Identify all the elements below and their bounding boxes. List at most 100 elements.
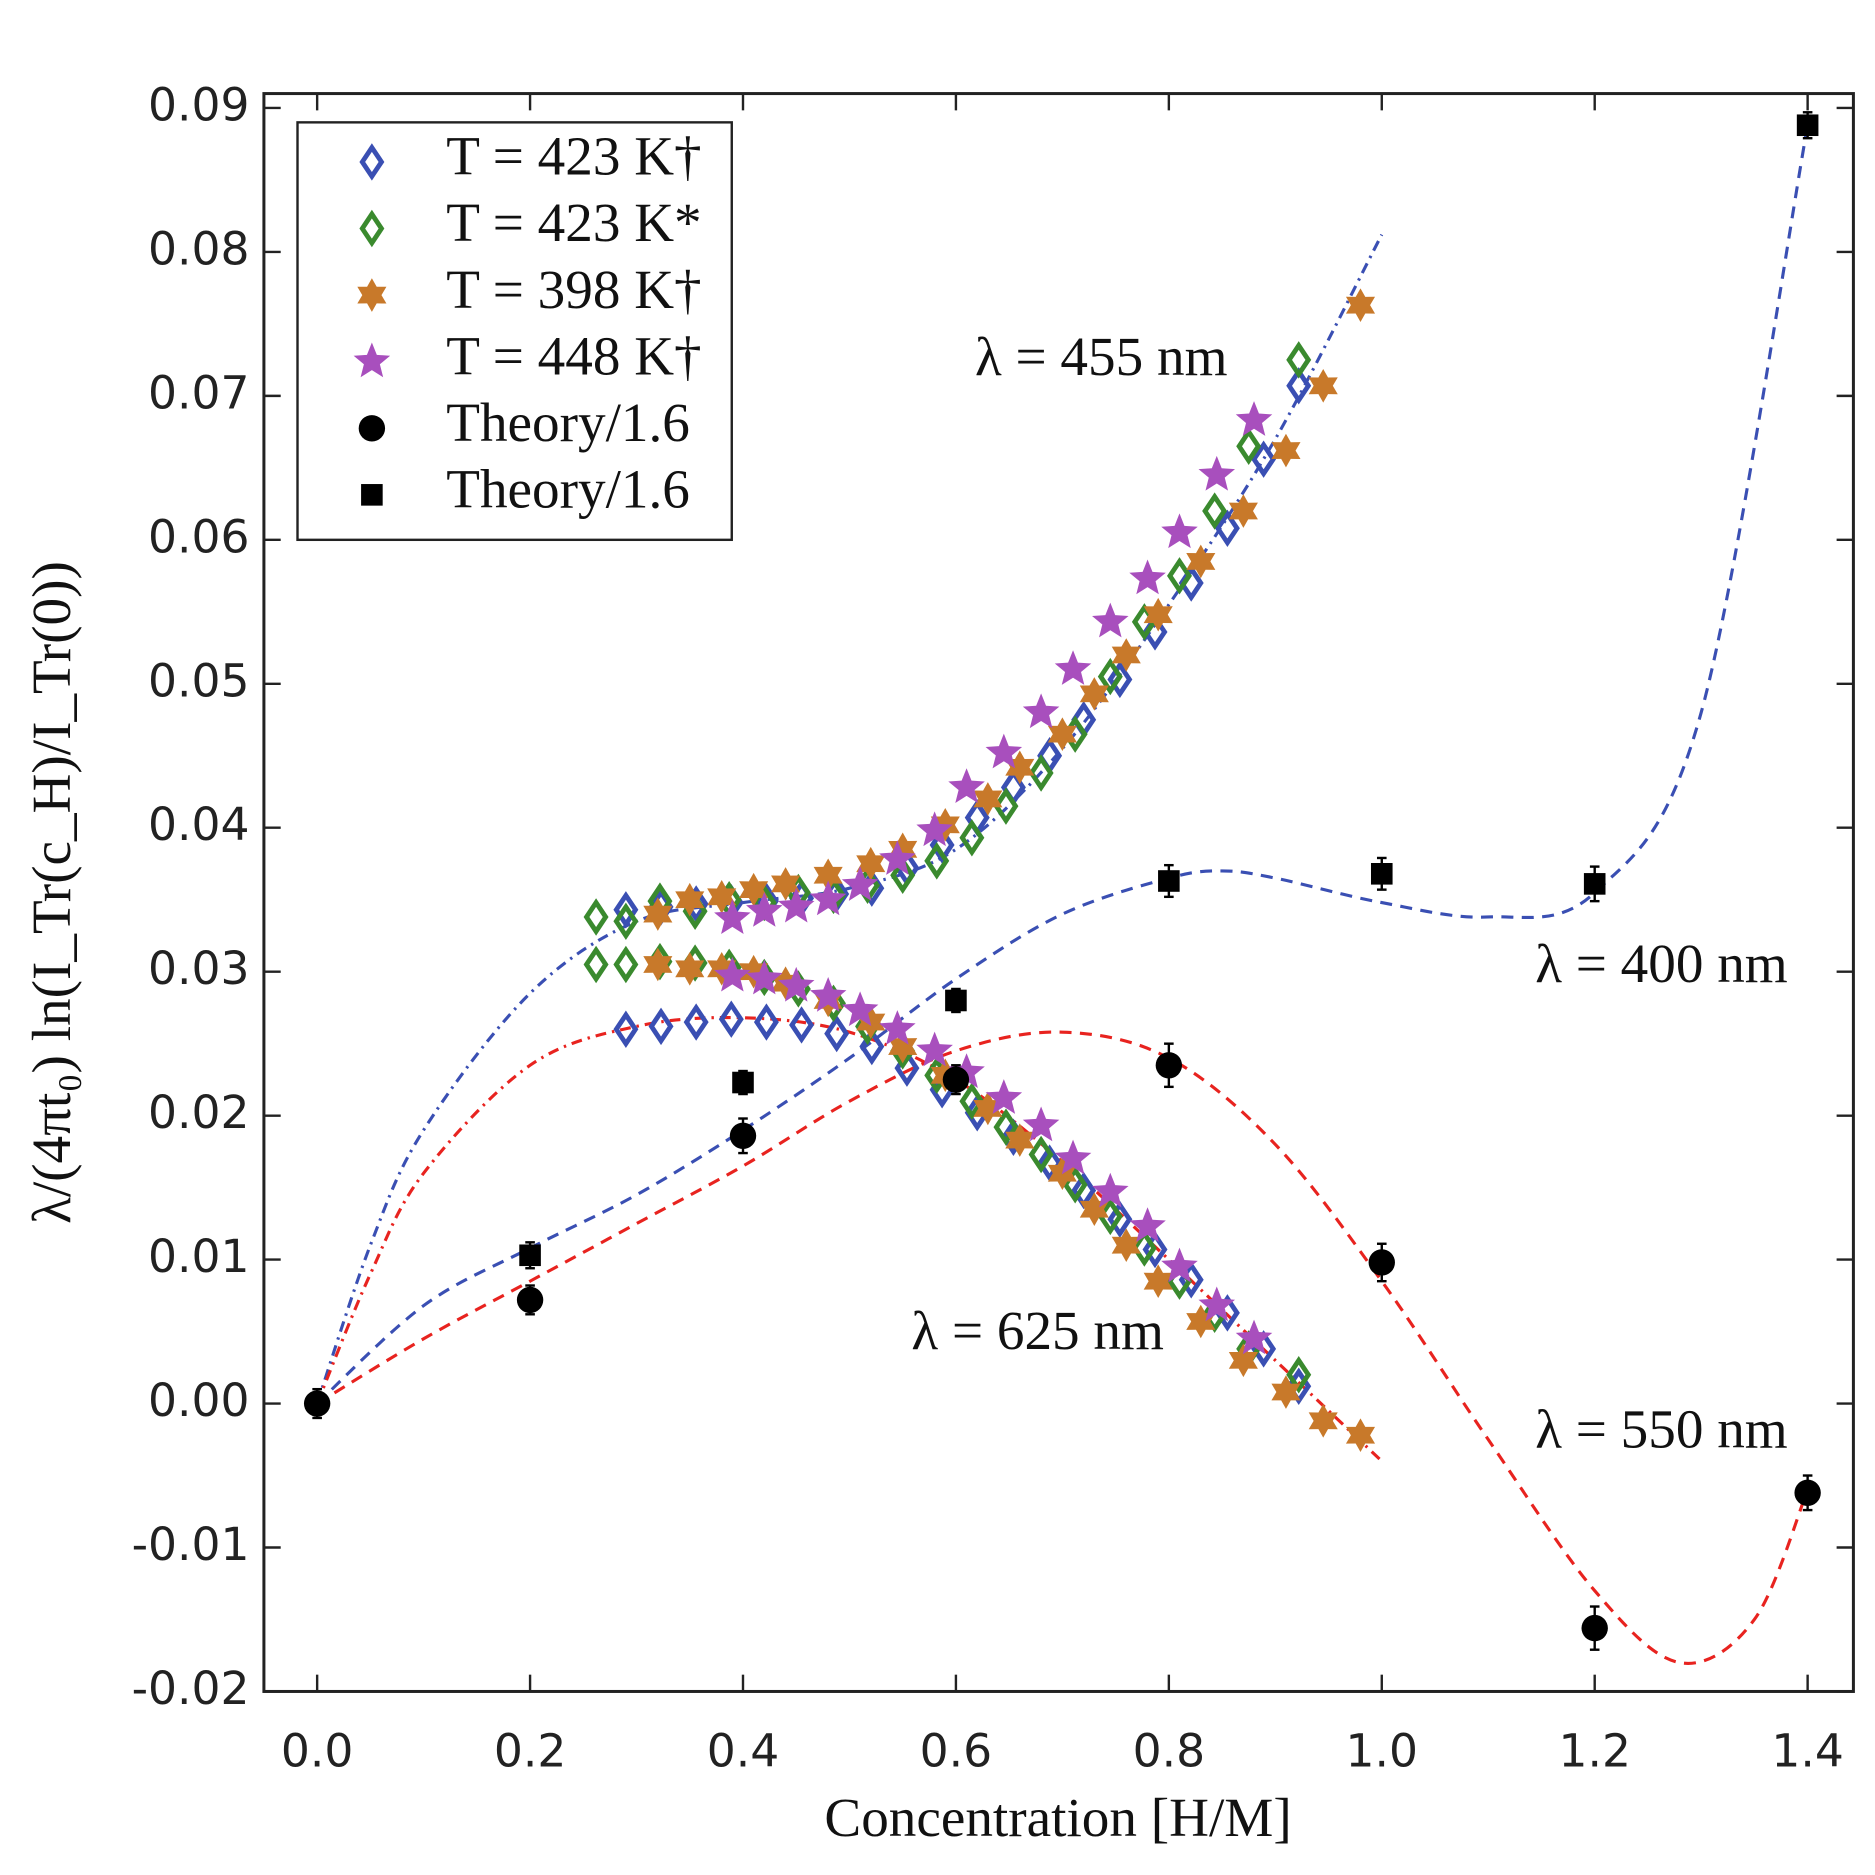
marker-diamond — [1107, 660, 1133, 699]
marker-star — [1143, 597, 1173, 632]
marker-diamond — [1097, 657, 1123, 696]
marker-star — [1235, 401, 1273, 436]
fit-curve — [316, 124, 1810, 1405]
marker-square — [519, 1244, 541, 1267]
marker-star — [771, 867, 801, 901]
marker-star — [1022, 1106, 1060, 1142]
marker-circle — [1368, 1249, 1395, 1276]
marker-star — [879, 840, 916, 875]
x-axis-label: Concentration [H/M] — [824, 1787, 1291, 1848]
marker-star — [856, 1005, 886, 1039]
marker-star — [1092, 1172, 1129, 1208]
marker-star — [1005, 750, 1035, 785]
marker-star — [357, 278, 387, 312]
marker-star — [1198, 455, 1236, 491]
legend-label: Theory/1.6 — [446, 392, 690, 453]
marker-diamond — [1037, 1144, 1063, 1182]
marker-diamond — [924, 842, 950, 880]
marker-star — [675, 952, 705, 986]
marker-diamond — [583, 945, 609, 984]
y-tick-label: 0.00 — [148, 1374, 249, 1427]
fit-curve — [316, 1030, 1810, 1665]
marker-star — [916, 1031, 953, 1067]
marker-square — [732, 1071, 754, 1094]
y-tick-label: 0.03 — [148, 942, 249, 995]
marker-star — [777, 887, 815, 923]
marker-diamond — [789, 1006, 815, 1044]
marker-diamond — [753, 1003, 779, 1041]
marker-diamond — [613, 902, 639, 941]
marker-star — [841, 866, 879, 901]
y-tick-label: 0.02 — [148, 1086, 249, 1139]
marker-circle — [1581, 1614, 1608, 1642]
marker-star — [353, 342, 391, 378]
marker-star — [1092, 602, 1129, 638]
marker-star — [1308, 1404, 1338, 1438]
marker-diamond — [1251, 440, 1277, 478]
marker-diamond — [1286, 1356, 1312, 1394]
marker-star — [1054, 650, 1092, 685]
marker-star — [1235, 1319, 1273, 1355]
marker-star — [707, 880, 737, 914]
marker-diamond — [1286, 367, 1312, 405]
marker-star — [739, 872, 769, 907]
marker-diamond — [1286, 341, 1312, 379]
axes-frame — [262, 92, 1855, 1693]
marker-star — [1079, 1192, 1109, 1227]
annotation: λ = 625 nm — [911, 1300, 1164, 1361]
marker-diamond — [993, 1108, 1019, 1146]
marker-diamond — [824, 1014, 850, 1053]
y-tick-label: 0.09 — [148, 78, 249, 131]
y-tick-label: 0.08 — [148, 222, 249, 275]
marker-star — [1054, 1139, 1092, 1175]
marker-star — [643, 947, 673, 982]
annotation: λ = 400 nm — [1535, 933, 1788, 994]
marker-diamond — [929, 826, 955, 864]
marker-star — [888, 1029, 918, 1064]
marker-diamond — [959, 1082, 985, 1120]
y-tick-label: -0.02 — [132, 1662, 250, 1715]
marker-diamond — [613, 891, 639, 929]
marker-square — [945, 989, 967, 1012]
marker-star — [1345, 1418, 1376, 1453]
marker-diamond — [613, 945, 639, 984]
marker-diamond — [1214, 509, 1240, 548]
marker-diamond — [890, 856, 916, 894]
marker-star — [1143, 1264, 1173, 1298]
marker-diamond — [1142, 1230, 1168, 1269]
x-tick-label: 0.4 — [707, 1724, 779, 1777]
marker-star — [1345, 288, 1376, 322]
y-tick-label: 0.01 — [148, 1230, 249, 1283]
annotation: λ = 550 nm — [1535, 1398, 1788, 1459]
marker-star — [973, 1091, 1003, 1126]
legend-label: T = 423 K† — [446, 126, 701, 187]
marker-star — [1228, 494, 1258, 528]
marker-diamond — [993, 787, 1019, 825]
marker-star — [1308, 369, 1338, 403]
marker-star — [739, 954, 769, 989]
marker-star — [985, 733, 1023, 769]
marker-star — [1186, 1304, 1216, 1339]
marker-diamond — [1107, 1200, 1133, 1239]
marker-star — [1022, 693, 1060, 729]
x-tick-label: 1.2 — [1558, 1724, 1630, 1777]
marker-diamond — [583, 898, 609, 936]
marker-star — [809, 880, 847, 916]
marker-star — [643, 897, 673, 931]
marker-star — [879, 1010, 916, 1045]
marker-diamond — [359, 143, 385, 181]
x-tick-label: 1.4 — [1771, 1724, 1843, 1777]
y-tick-label: 0.04 — [148, 798, 249, 851]
legend-label: T = 423 K* — [446, 192, 701, 253]
marker-star — [1186, 544, 1216, 579]
marker-circle — [729, 1122, 757, 1149]
marker-star — [746, 892, 783, 927]
marker-star — [1047, 717, 1077, 751]
marker-star — [746, 959, 783, 995]
marker-star — [841, 991, 879, 1027]
marker-star — [1129, 559, 1166, 595]
x-tick-label: 0.6 — [920, 1724, 992, 1777]
marker-square — [361, 484, 383, 506]
marker-diamond — [959, 819, 985, 857]
